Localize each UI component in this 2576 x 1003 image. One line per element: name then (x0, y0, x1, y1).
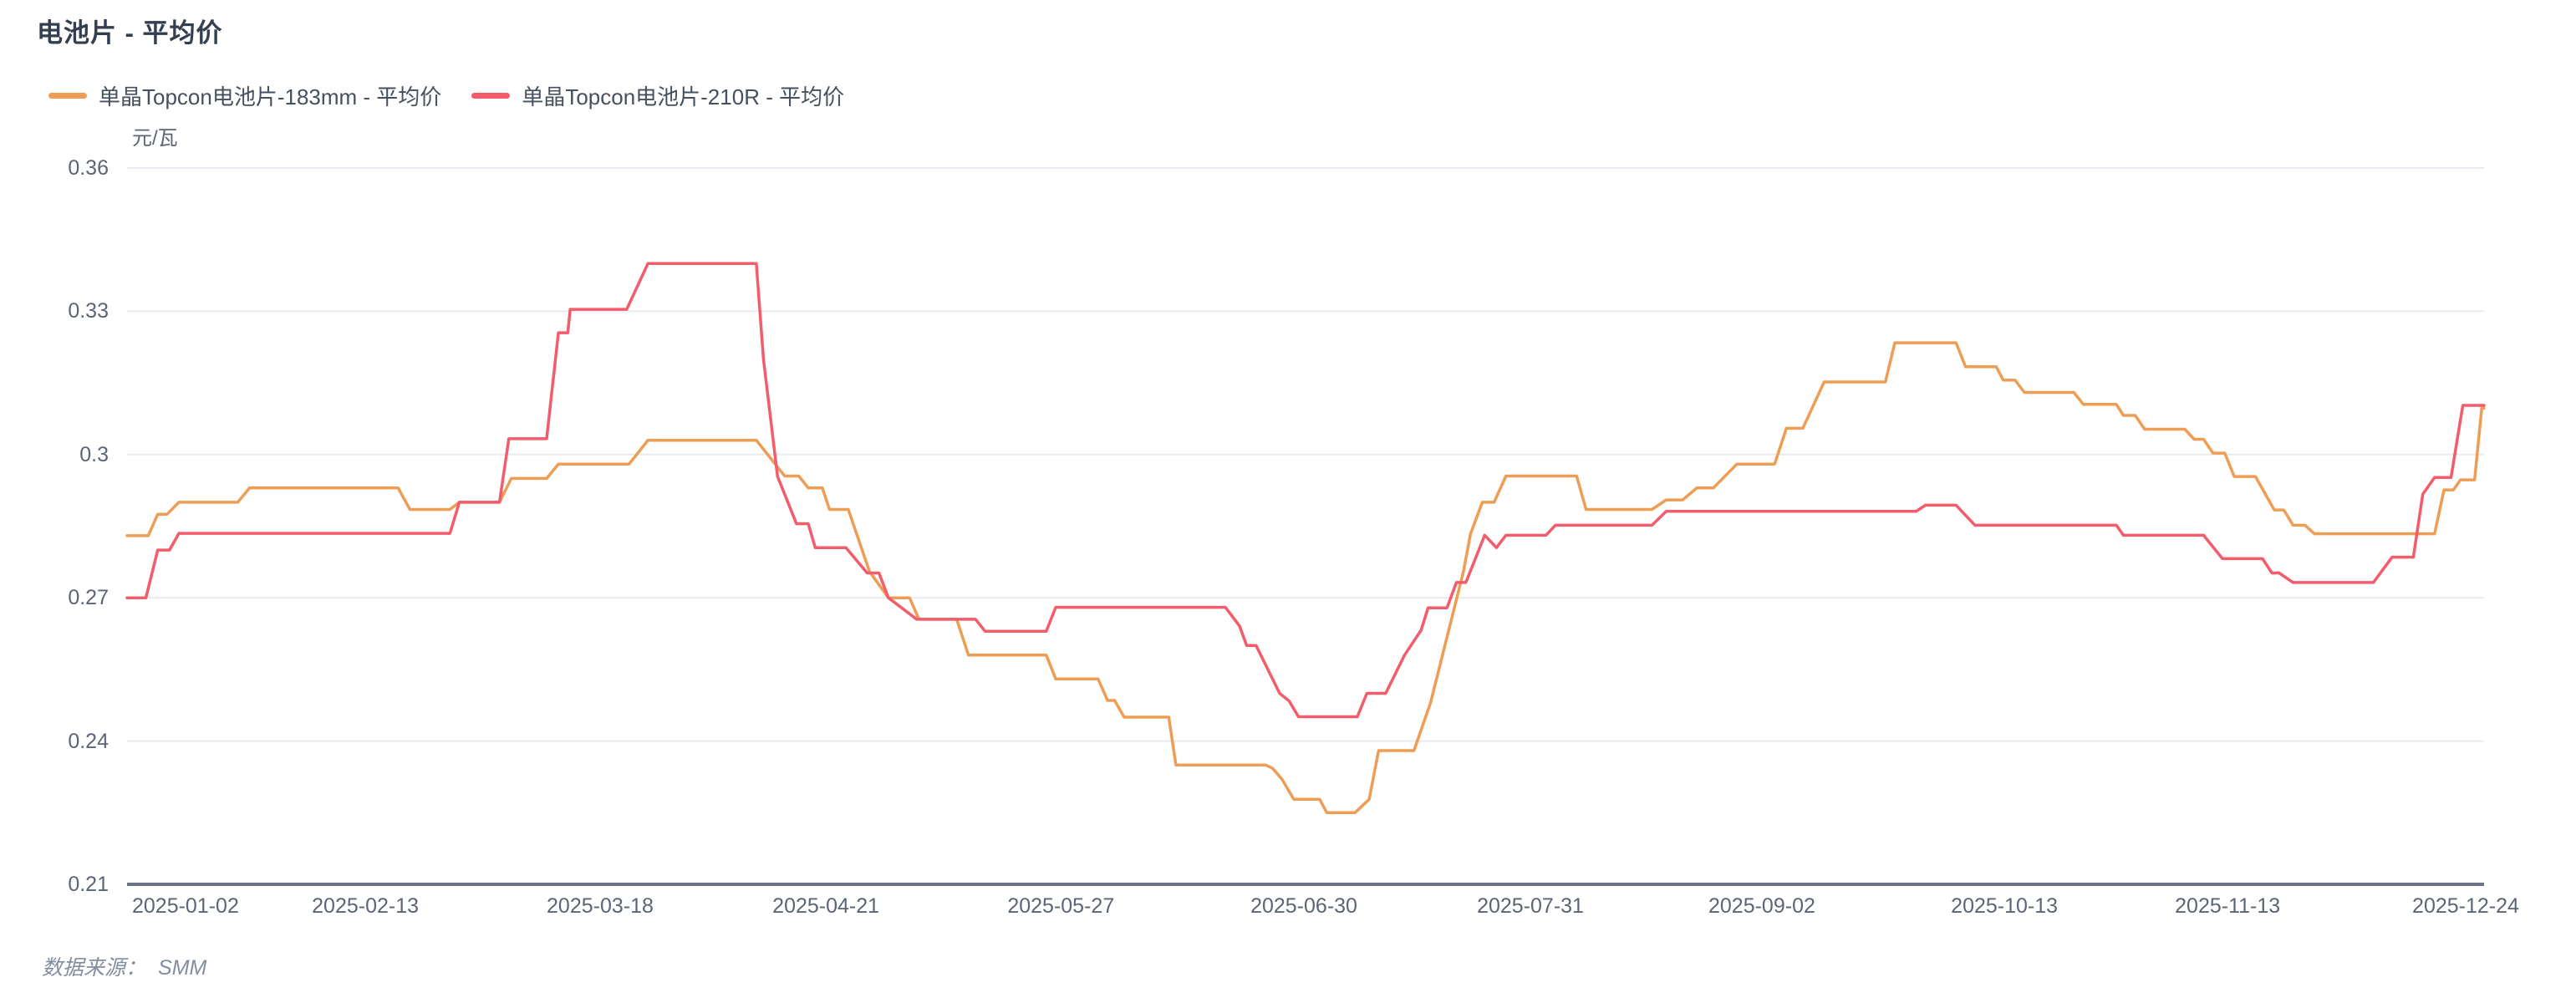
x-axis-tick-label: 2025-04-21 (772, 894, 880, 918)
x-axis-tick-label: 2025-06-30 (1250, 894, 1357, 918)
y-axis-tick-label: 0.33 (68, 299, 109, 323)
y-axis-tick-label: 0.36 (68, 156, 109, 180)
data-source-value: SMM (158, 956, 207, 980)
y-axis-unit-label: 元/瓦 (132, 127, 178, 150)
y-axis-tick-label: 0.27 (68, 586, 109, 610)
x-axis-tick-label: 2025-05-27 (1007, 894, 1115, 918)
legend-item-label: 单晶Topcon电池片-183mm - 平均价 (99, 84, 442, 109)
legend-item-label: 单晶Topcon电池片-210R - 平均价 (522, 84, 845, 109)
x-axis-tick-label: 2025-01-02 (131, 894, 239, 918)
chart-legend: 单晶Topcon电池片-183mm - 平均价 单晶Topcon电池片-210R … (48, 80, 844, 111)
legend-line-marker-icon (48, 93, 87, 99)
page-title: 电池片 - 平均价 (37, 18, 223, 48)
data-source-note: 数据来源： SMM (42, 951, 206, 981)
y-axis-tick-label: 0.24 (68, 729, 109, 753)
x-axis-tick-label: 2025-09-02 (1708, 894, 1815, 918)
legend-line-marker-icon (471, 93, 511, 99)
legend-item-183mm[interactable]: 单晶Topcon电池片-183mm - 平均价 (48, 80, 441, 111)
x-axis-tick-label: 2025-07-31 (1477, 894, 1584, 918)
y-axis-tick-label: 0.3 (79, 442, 109, 466)
series-line-210R[interactable] (125, 262, 2486, 719)
plot-area[interactable] (125, 167, 2486, 886)
x-axis-tick-label: 2025-02-13 (312, 894, 420, 918)
x-axis-tick-label: 2025-11-13 (2175, 894, 2281, 918)
x-axis-tick-label: 2025-03-18 (547, 894, 654, 918)
x-axis-tick-label: 2025-10-13 (1951, 894, 2059, 918)
x-axis-tick-label: 2025-12-24 (2412, 894, 2519, 918)
data-source-label: 数据来源： (42, 956, 147, 980)
legend-item-210R[interactable]: 单晶Topcon电池片-210R - 平均价 (471, 80, 844, 111)
series-line-183mm[interactable] (125, 341, 2486, 815)
y-axis-tick-label: 0.21 (68, 873, 109, 896)
